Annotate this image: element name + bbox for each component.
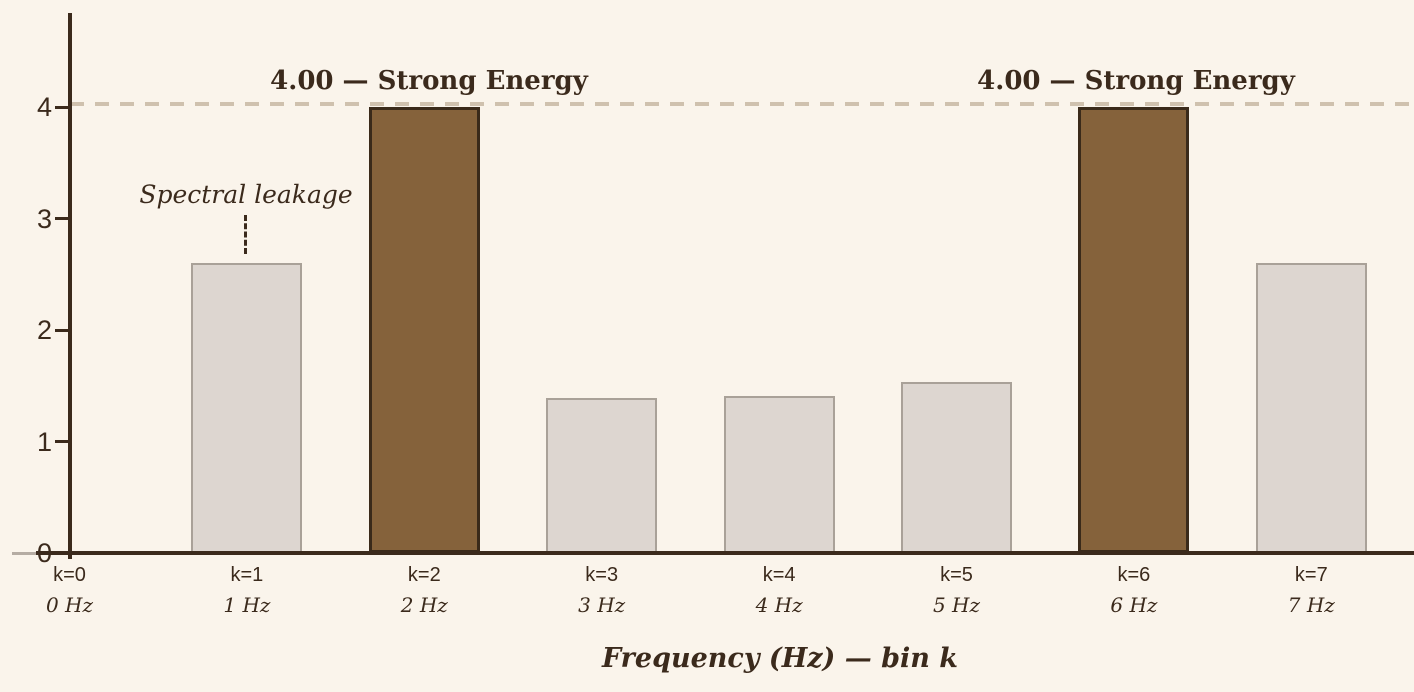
bar-k=7	[1255, 263, 1367, 553]
reference-line-y4	[70, 102, 1414, 106]
x-tick-label-k=1: k=1	[230, 564, 264, 586]
x-axis-overshoot	[12, 552, 36, 555]
y-axis	[68, 13, 72, 559]
x-tick-sublabel-7: 7 Hz	[1287, 593, 1335, 617]
x-tick-label-k=4: k=4	[762, 564, 796, 586]
annotation-strong-energy-k6: 4.00 — Strong Energy	[977, 66, 1295, 96]
y-tick-label-3: 3	[36, 203, 52, 234]
annotation-spectral-leakage: Spectral leakage	[139, 180, 353, 209]
x-tick-label-k=2: k=2	[407, 564, 441, 586]
x-axis	[36, 551, 1414, 555]
y-tick-mark-3	[55, 217, 70, 220]
bar-k=5	[901, 382, 1012, 553]
x-tick-sublabel-5: 5 Hz	[932, 593, 981, 617]
x-tick-label-k=0: k=0	[53, 564, 86, 586]
x-tick-label-k=3: k=3	[585, 564, 619, 586]
bar-k=6	[1078, 107, 1190, 553]
x-tick-label-k=5: k=5	[940, 564, 973, 586]
x-tick-sublabel-0: 0 Hz	[45, 593, 94, 617]
x-axis-title: Frequency (Hz) — bin k	[601, 643, 959, 674]
x-tick-label-k=7: k=7	[1294, 564, 1328, 586]
spectral-leakage-leader-line	[244, 215, 247, 254]
x-tick-sublabel-3: 3 Hz	[578, 593, 626, 617]
bar-k=4	[723, 395, 835, 553]
y-tick-label-4: 4	[36, 92, 52, 122]
y-tick-label-2: 2	[36, 315, 52, 345]
y-tick-mark-4	[55, 105, 70, 109]
x-tick-sublabel-6: 6 Hz	[1110, 593, 1158, 617]
y-tick-mark-2	[55, 328, 70, 332]
annotation-strong-energy-k2: 4.00 — Strong Energy	[270, 66, 588, 96]
x-tick-sublabel-4: 4 Hz	[755, 593, 803, 617]
y-tick-label-1: 1	[36, 426, 52, 457]
bar-k=3	[546, 398, 658, 553]
x-tick-sublabel-2: 2 Hz	[400, 593, 448, 617]
y-tick-label-0: 0	[36, 538, 52, 568]
x-tick-sublabel-1: 1 Hz	[223, 593, 271, 617]
y-tick-mark-1	[55, 440, 70, 443]
x-tick-label-k=6: k=6	[1117, 564, 1151, 586]
bar-k=1	[191, 263, 303, 553]
bar-k=2	[368, 107, 480, 553]
